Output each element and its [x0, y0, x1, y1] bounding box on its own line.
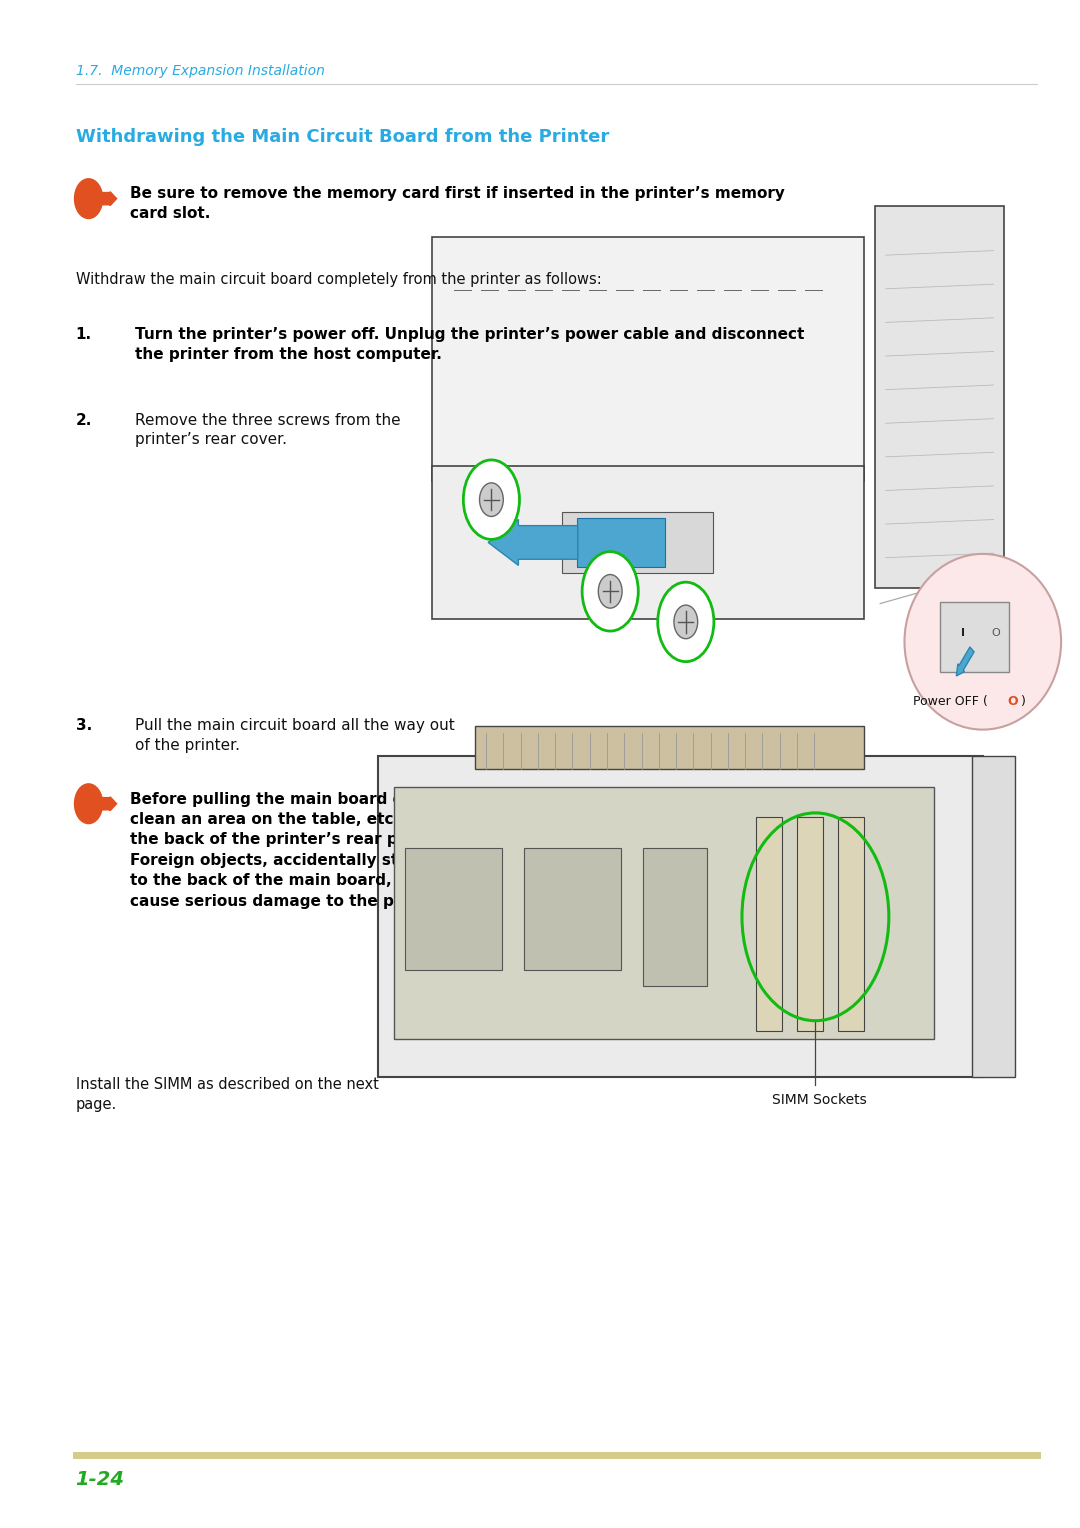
Text: Remove the three screws from the
printer’s rear cover.: Remove the three screws from the printer… [135, 413, 401, 448]
Text: 1.: 1. [76, 327, 92, 342]
Text: Pull the main circuit board all the way out
of the printer.: Pull the main circuit board all the way … [135, 718, 455, 753]
Text: Install the SIMM as described on the next
page.: Install the SIMM as described on the nex… [76, 1077, 378, 1112]
Circle shape [658, 582, 714, 662]
FancyBboxPatch shape [756, 817, 782, 1031]
FancyBboxPatch shape [940, 602, 1009, 672]
FancyArrow shape [488, 520, 578, 565]
FancyBboxPatch shape [797, 817, 823, 1031]
Text: 1.7.  Memory Expansion Installation: 1.7. Memory Expansion Installation [76, 64, 324, 78]
Text: O: O [1008, 695, 1018, 709]
FancyArrow shape [957, 646, 974, 675]
Text: Before pulling the main board out,
clean an area on the table, etc., at
the back: Before pulling the main board out, clean… [130, 792, 449, 909]
Text: 2.: 2. [76, 413, 92, 428]
FancyBboxPatch shape [524, 848, 621, 970]
FancyArrow shape [86, 193, 117, 205]
Text: 1-24: 1-24 [76, 1470, 124, 1488]
Circle shape [582, 552, 638, 631]
Text: I: I [961, 628, 966, 637]
Text: Turn the printer’s power off. Unplug the printer’s power cable and disconnect
th: Turn the printer’s power off. Unplug the… [135, 327, 805, 362]
FancyBboxPatch shape [394, 787, 934, 1039]
Text: O: O [991, 628, 1000, 637]
FancyBboxPatch shape [972, 756, 1015, 1077]
Text: ): ) [1021, 695, 1026, 709]
Circle shape [75, 784, 103, 824]
FancyBboxPatch shape [562, 512, 713, 573]
FancyBboxPatch shape [432, 237, 864, 481]
FancyArrow shape [86, 798, 117, 811]
Text: Withdraw the main circuit board completely from the printer as follows:: Withdraw the main circuit board complete… [76, 272, 602, 287]
Text: Be sure to remove the memory card first if inserted in the printer’s memory
card: Be sure to remove the memory card first … [130, 186, 784, 222]
FancyBboxPatch shape [405, 848, 502, 970]
Ellipse shape [905, 553, 1062, 729]
Circle shape [480, 483, 503, 516]
FancyBboxPatch shape [378, 756, 983, 1077]
Circle shape [674, 605, 698, 639]
Text: SIMM Sockets: SIMM Sockets [772, 1093, 867, 1106]
FancyBboxPatch shape [643, 848, 707, 986]
Circle shape [598, 575, 622, 608]
FancyBboxPatch shape [577, 518, 665, 567]
FancyBboxPatch shape [875, 206, 1004, 588]
FancyBboxPatch shape [838, 817, 864, 1031]
Circle shape [75, 179, 103, 219]
Text: 3.: 3. [76, 718, 92, 733]
Text: Withdrawing the Main Circuit Board from the Printer: Withdrawing the Main Circuit Board from … [76, 128, 609, 147]
Text: Power OFF (: Power OFF ( [913, 695, 987, 709]
FancyBboxPatch shape [475, 726, 864, 769]
Circle shape [463, 460, 519, 539]
FancyBboxPatch shape [432, 466, 864, 619]
